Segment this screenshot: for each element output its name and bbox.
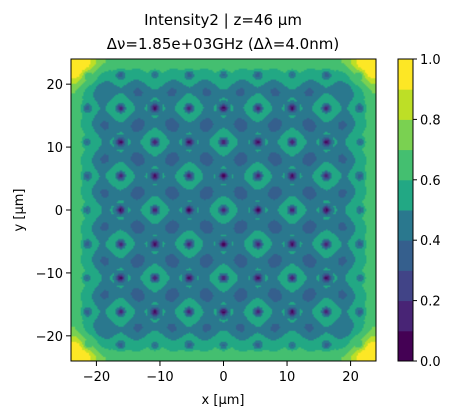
colorbar-band (398, 240, 413, 271)
x-tick-label: 10 (279, 370, 296, 385)
intensity-heatmap (71, 59, 376, 361)
x-tick-label: −10 (146, 370, 173, 385)
colorbar-band (398, 210, 413, 241)
y-axis-label: y [μm] (12, 189, 27, 232)
colorbar-band (398, 59, 413, 90)
colorbar-tick-label: 1.0 (420, 53, 441, 68)
colorbar-band (398, 119, 413, 151)
y-tick-label: −20 (36, 330, 63, 345)
colorbar-tick-label: 0.6 (420, 174, 441, 189)
colorbar-band (398, 300, 413, 332)
chart-title-line2: Δν=1.85e+03GHz (Δλ=4.0nm) (107, 35, 339, 53)
colorbar-band (398, 89, 413, 120)
colorbar: 0.0 0.2 0.4 0.6 0.8 1.0 (397, 53, 441, 370)
y-axis-ticks: −20 −10 0 10 20 (36, 78, 71, 345)
colorbar-band (398, 330, 413, 362)
y-tick-label: 10 (46, 141, 63, 156)
y-tick-label: −10 (36, 267, 63, 282)
chart-title-line1: Intensity2 | z=46 μm (144, 11, 302, 29)
heatmap-plot-area (70, 58, 377, 362)
colorbar-tick-label: 0.0 (420, 355, 441, 370)
x-tick-label: −20 (83, 370, 110, 385)
x-axis-label: x [μm] (202, 393, 245, 408)
x-tick-label: 20 (342, 370, 359, 385)
y-tick-label: 20 (46, 78, 63, 93)
colorbar-tick-label: 0.8 (420, 113, 441, 128)
colorbar-tick-label: 0.2 (420, 295, 441, 310)
colorbar-band (398, 270, 413, 302)
colorbar-tick-label: 0.4 (420, 234, 441, 249)
x-tick-label: 0 (219, 370, 227, 385)
colorbar-frame (397, 58, 414, 362)
y-tick-label: 0 (55, 204, 63, 219)
colorbar-band (398, 179, 413, 211)
x-axis-ticks: −20 −10 0 10 20 (83, 361, 359, 385)
colorbar-band (398, 149, 413, 181)
